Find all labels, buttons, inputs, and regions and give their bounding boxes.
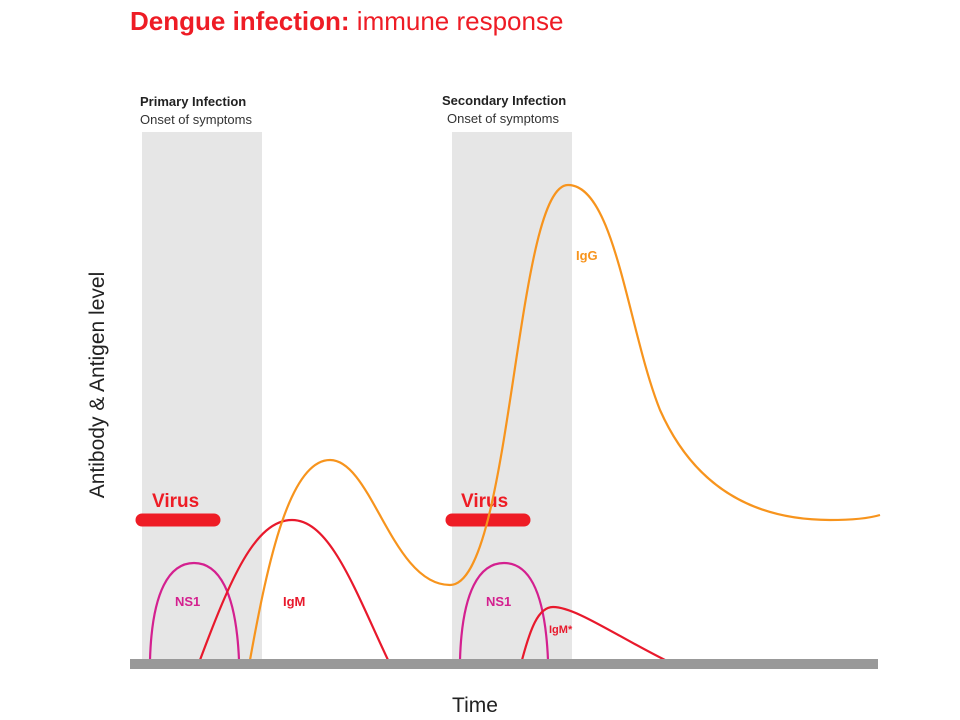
secondary-phase-sub: Onset of symptoms (447, 111, 559, 126)
y-axis-label: Antibody & Antigen level (86, 272, 109, 499)
title-rest: immune response (350, 6, 564, 36)
ns1-label-secondary: NS1 (486, 594, 511, 609)
primary-phase-sub: Onset of symptoms (140, 112, 252, 127)
igm-label: IgM (283, 594, 305, 609)
x-axis-label: Time (452, 694, 498, 717)
secondary-phase-name: Secondary Infection (442, 93, 566, 108)
igg-curve (248, 183, 881, 661)
ns1-curve-secondary (458, 561, 550, 661)
igm-star-curve (520, 605, 666, 661)
secondary-symptom-window (452, 132, 572, 660)
ns1-label-primary: NS1 (175, 594, 200, 609)
virus-label-primary: Virus (152, 491, 199, 512)
virus-label-secondary: Virus (461, 491, 508, 512)
title-bold: Dengue infection: (130, 6, 350, 36)
diagram-title: Dengue infection: immune response (130, 6, 563, 36)
primary-symptom-window (142, 132, 262, 660)
ns1-curve-primary (148, 561, 241, 661)
igm-star-label: IgM* (549, 624, 573, 636)
time-axis-baseline (130, 659, 878, 669)
igm-curve-primary (198, 518, 389, 661)
igg-label: IgG (576, 248, 598, 263)
primary-phase-name: Primary Infection (140, 94, 246, 109)
